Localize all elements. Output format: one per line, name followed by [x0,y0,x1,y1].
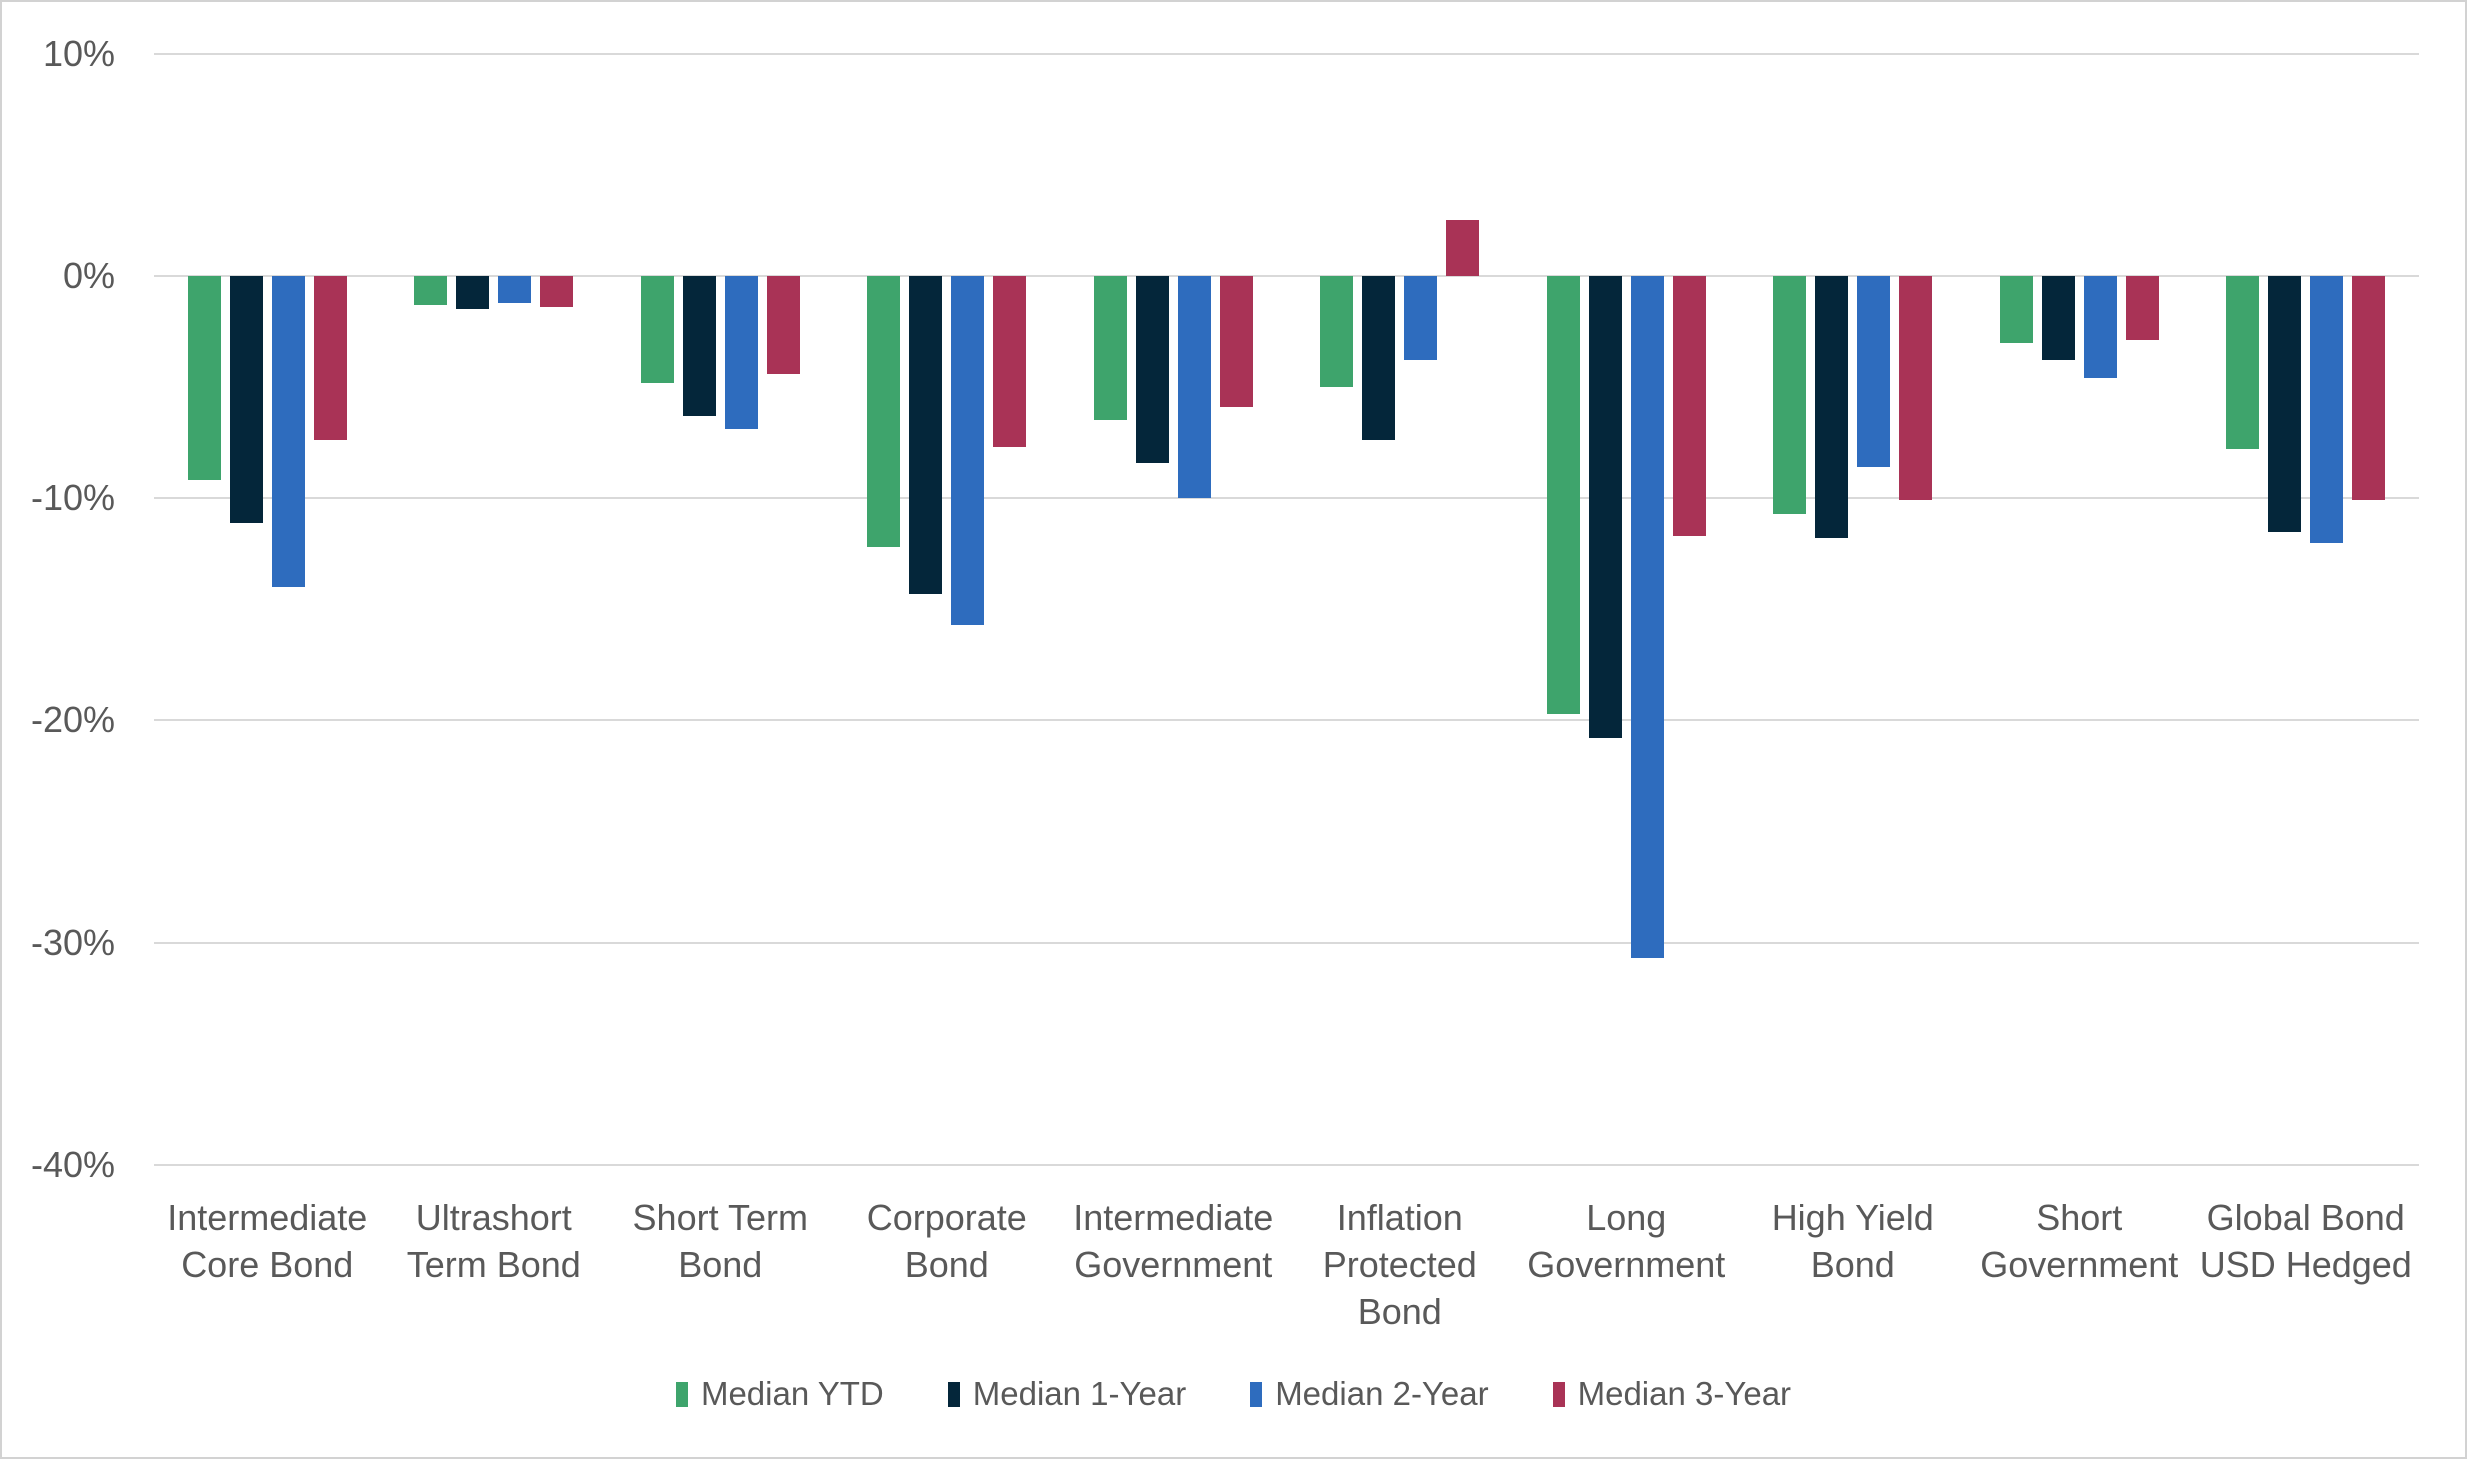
bar-median-2-year [1404,276,1438,361]
bar-median-1-year [2041,276,2075,361]
bar-median-1-year [1588,276,1622,739]
gridline--40 [154,1163,2419,1166]
x-axis-label: Global Bond USD Hedged [2199,1197,2412,1285]
bar-median-ytd [1546,276,1580,714]
legend-swatch-icon [1552,1381,1565,1407]
x-axis-label: Short Term Bond [632,1197,808,1285]
bar-median-2-year [1857,276,1891,468]
legend-item: Median 2-Year [1250,1374,1489,1414]
bar-median-3-year [1672,276,1706,536]
x-axis-label: Corporate Bond [866,1197,1027,1285]
legend-item: Median YTD [675,1374,884,1414]
legend-item: Median 3-Year [1552,1374,1792,1414]
legend-label: Median 2-Year [1275,1375,1489,1412]
bar-median-ytd [640,276,674,383]
legend: Median YTD Median 1-Year Median 2-Year Medi… [2,1374,2465,1414]
bar-median-3-year [1219,276,1253,408]
bar-median-ytd [1320,276,1354,388]
bar-median-3-year [993,276,1027,448]
bar-median-3-year [2352,276,2386,501]
bar-median-ytd [1093,276,1127,421]
gridline--10 [154,497,2419,500]
bar-median-2-year [1177,276,1211,499]
bar-median-3-year [1446,220,1480,276]
x-axis-label: Ultrashort Term Bond [406,1197,581,1285]
x-axis-label: Inflation Protected Bond [1322,1197,1477,1332]
x-axis-label: High Yield Bond [1771,1197,1934,1285]
gridline-10 [154,52,2419,55]
bar-median-ytd [867,276,901,548]
bar-median-3-year [313,276,347,441]
legend-swatch-icon [947,1381,960,1407]
bar-median-2-year [1630,276,1664,959]
bar-median-1-year [1135,276,1169,463]
bar-median-ytd [414,276,448,305]
bar-median-2-year [724,276,758,430]
y-tick-label: 0% [62,255,115,296]
legend-item: Median 1-Year [947,1374,1187,1414]
bar-median-ytd [1773,276,1807,514]
x-axis-label: Long Government [1527,1197,1726,1285]
x-axis-label: Intermediate Government [1073,1197,1274,1285]
bar-median-1-year [682,276,716,416]
bar-median-1-year [456,276,490,310]
bar-median-2-year [271,276,305,588]
gridline--20 [154,719,2419,722]
x-axis-label: Intermediate Core Bond [167,1197,368,1285]
legend-swatch-icon [675,1381,688,1407]
legend-swatch-icon [1250,1381,1263,1407]
gridline--30 [154,941,2419,944]
bar-median-1-year [909,276,943,594]
bar-median-1-year [1362,276,1396,441]
y-tick-label: 10% [42,32,115,74]
bar-median-3-year [766,276,800,374]
y-tick-label: -40% [30,1143,115,1185]
bar-median-1-year [229,276,263,523]
bar-median-1-year [1815,276,1849,539]
legend-label: Median YTD [700,1375,884,1412]
x-axis-label: Short Government [1980,1197,2179,1285]
bar-median-1-year [2268,276,2302,532]
legend-label: Median 1-Year [972,1375,1187,1412]
bar-median-3-year [2125,276,2159,341]
bar-median-3-year [540,276,574,308]
legend-label: Median 3-Year [1577,1375,1792,1412]
bar-median-2-year [951,276,985,625]
bar-median-ytd [2226,276,2260,450]
bar-median-2-year [2083,276,2117,379]
gridline-0 [154,275,2419,277]
bar-median-ytd [1999,276,2033,343]
bar-median-3-year [1899,276,1933,501]
bar-median-2-year [2310,276,2344,543]
y-tick-label: -20% [30,699,115,741]
y-tick-label: -30% [30,921,115,963]
bar-median-2-year [498,276,532,303]
bar-median-ytd [187,276,221,481]
y-tick-label: -10% [30,477,115,519]
